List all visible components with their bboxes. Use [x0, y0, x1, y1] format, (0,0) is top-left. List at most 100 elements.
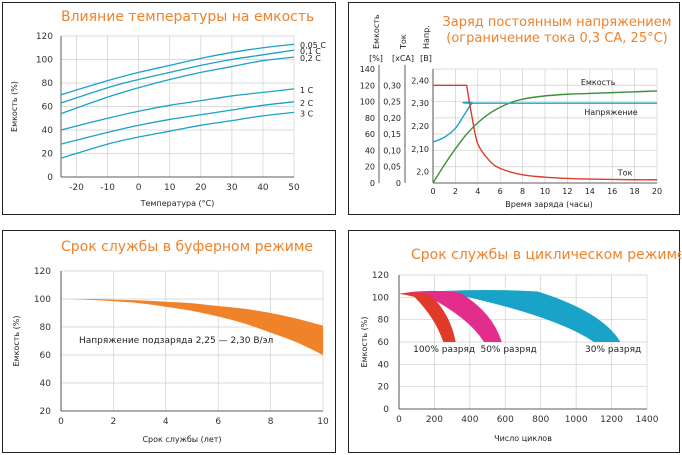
axis-header-unit: [xCA] — [392, 54, 414, 63]
x-tick-label: -10 — [100, 183, 115, 193]
x-tick-label: 40 — [257, 183, 269, 193]
capacity-tick-label: 0 — [370, 179, 375, 188]
x-tick-label: 200 — [426, 415, 443, 425]
y-tick-label: 120 — [36, 32, 53, 42]
current-tick-label: 0,05 — [383, 163, 401, 172]
series-line — [60, 49, 295, 104]
x-tick-label: 18 — [630, 187, 640, 196]
y-tick-label: 100 — [34, 295, 51, 305]
y-tick-label: 20 — [40, 407, 52, 417]
current-tick-label: 0 — [396, 179, 401, 188]
y-tick-label: 20 — [378, 383, 390, 393]
temperature-capacity-svg: Влияние температуры на емкость 0 20 40 60 80 1… — [10, 9, 326, 208]
x-tick-label: 30 — [226, 183, 238, 193]
axis-header-unit: [В] — [420, 54, 432, 63]
voltage-tick-label: 2,10 — [411, 145, 429, 154]
x-tick-label: 8 — [520, 187, 525, 196]
x-tick-label: 400 — [461, 415, 478, 425]
capacity-tick-label: 20 — [365, 163, 375, 172]
voltage-tick-label: 2,30 — [411, 99, 429, 108]
chart-title: Заряд постоянным напряжением — [442, 15, 671, 30]
discharge-band — [399, 292, 456, 342]
x-tick-label: 4 — [475, 187, 480, 196]
constant-voltage-charge-chart: Заряд постоянным напряжением (ограничение… — [348, 2, 680, 215]
x-tick-label: 2 — [111, 417, 117, 427]
y-tick-label: 40 — [40, 379, 52, 389]
x-tick-label: 12 — [562, 187, 572, 196]
x-tick-label: 20 — [195, 183, 207, 193]
x-tick-label: 1200 — [600, 415, 623, 425]
y-tick-label: 100 — [372, 293, 389, 303]
voltage-series-label: Напряжение — [584, 108, 638, 117]
cycle-service-life-svg: Срок службы в циклическом режиме 0 20 40 60 8… — [360, 247, 681, 443]
y-axis-label: Емкость (%) — [360, 317, 369, 368]
x-tick-label: 4 — [163, 417, 169, 427]
series-line — [60, 111, 295, 159]
x-axis-label: Срок службы (лет) — [142, 435, 221, 444]
x-tick-label: 0 — [430, 187, 435, 196]
current-tick-label: 0,15 — [383, 130, 401, 139]
cycle-service-life-chart: Срок службы в циклическом режиме 0 20 40 60 8… — [348, 230, 681, 453]
y-tick-label: 40 — [378, 360, 390, 370]
capacity-line — [432, 90, 658, 184]
current-tick-label: 0,20 — [383, 114, 401, 123]
axis-header-unit: [%] — [369, 54, 383, 63]
y-tick-label: 60 — [40, 351, 52, 361]
x-tick-label: 14 — [585, 187, 595, 196]
series-label: 2 C — [300, 99, 314, 108]
y-tick-label: 80 — [42, 79, 54, 89]
band-label: 50% разряд — [480, 345, 536, 355]
voltage-line — [432, 101, 657, 143]
y-axis-label: Емкость (%) — [10, 81, 19, 132]
temperature-capacity-chart: Влияние температуры на емкость 0 20 40 60 80 1… — [2, 2, 336, 215]
x-tick-label: 600 — [497, 415, 514, 425]
y-tick-label: 20 — [42, 150, 54, 160]
x-tick-label: 10 — [540, 187, 550, 196]
y-tick-label: 0 — [383, 405, 389, 415]
x-tick-label: 800 — [532, 415, 549, 425]
chart-title: Влияние температуры на емкость — [61, 9, 314, 25]
x-tick-label: 0 — [396, 415, 402, 425]
capacity-tick-label: 140 — [360, 65, 375, 74]
annotation: Напряжение подзаряда 2,25 — 2,30 В/эл — [79, 336, 273, 346]
x-tick-label: 16 — [607, 187, 617, 196]
current-series-label: Ток — [617, 169, 633, 178]
series-line — [60, 88, 295, 131]
capacity-tick-label: 120 — [360, 81, 375, 90]
x-tick-label: 0 — [136, 183, 142, 193]
y-tick-label: 80 — [40, 323, 52, 333]
x-tick-label: 10 — [164, 183, 176, 193]
current-tick-label: 0,25 — [383, 98, 401, 107]
x-tick-label: 6 — [498, 187, 503, 196]
capacity-tick-label: 80 — [365, 114, 375, 123]
x-tick-label: 1400 — [636, 415, 659, 425]
series-line — [60, 43, 295, 96]
current-tick-label: 0,30 — [383, 81, 401, 90]
x-tick-label: 20 — [652, 187, 662, 196]
capacity-tick-label: 40 — [365, 146, 375, 155]
capacity-series-label: Емкость — [581, 78, 616, 87]
discharge-band — [399, 290, 502, 342]
current-line — [433, 84, 658, 181]
voltage-tick-label: 2,40 — [411, 76, 429, 85]
float-service-life-chart: Срок службы в буферном режиме 20 40 60 80 100… — [2, 230, 336, 453]
y-tick-label: 0 — [47, 173, 53, 183]
x-axis-label: Время заряда (часы) — [505, 200, 593, 209]
capacity-tick-label: 60 — [365, 130, 375, 139]
chart-title: Срок службы в буферном режиме — [61, 239, 313, 255]
series-label: 0,2 C — [300, 54, 321, 63]
x-tick-label: 2 — [453, 187, 458, 196]
band-label: 30% разряд — [585, 345, 641, 355]
chart-subtitle: (ограничение тока 0,3 CA, 25°C) — [446, 31, 668, 46]
x-tick-label: 6 — [215, 417, 221, 427]
axis-header-name: Емкость — [372, 14, 381, 49]
series-line — [60, 101, 295, 145]
constant-voltage-charge-svg: Заряд постоянным напряжением(ограничение… — [360, 14, 672, 209]
x-tick-label: 50 — [288, 183, 300, 193]
x-tick-label: 1000 — [565, 415, 588, 425]
series-label: 0,05 C — [300, 41, 326, 50]
y-tick-label: 120 — [372, 271, 389, 281]
current-tick-label: 0,10 — [383, 146, 401, 155]
axis-header-name: Ток — [399, 34, 408, 50]
capacity-tick-label: 100 — [360, 98, 375, 107]
